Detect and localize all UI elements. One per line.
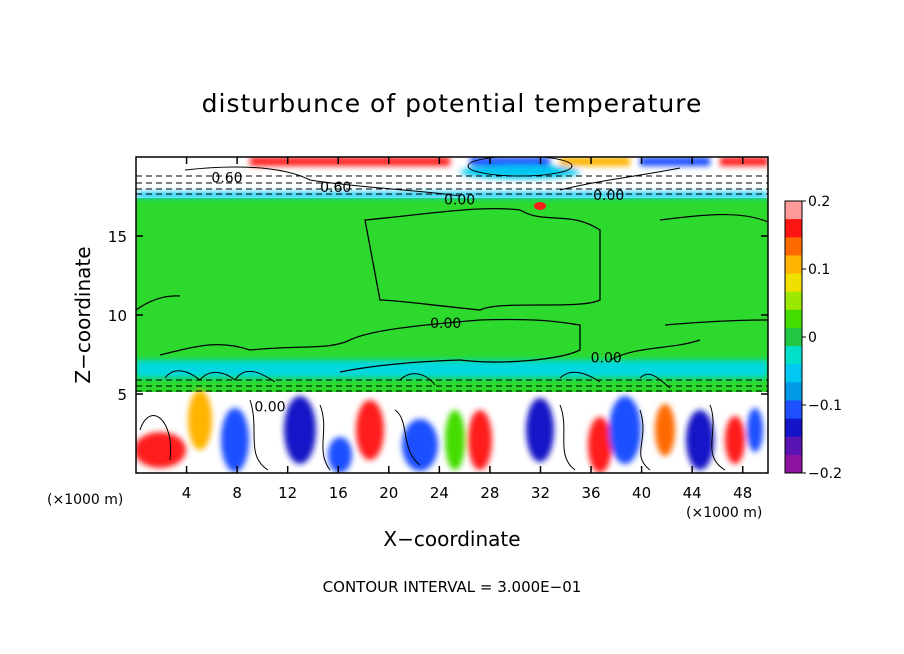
colorbar-swatch	[785, 327, 802, 347]
colorbar-swatch	[785, 418, 802, 438]
contour-label: 0.00	[430, 316, 461, 332]
colorbar-tick-label: 0.1	[808, 262, 830, 278]
colorbar-swatch	[785, 291, 802, 311]
colorbar-swatch	[785, 400, 802, 420]
colorbar-swatch	[785, 273, 802, 293]
x-tick-label: 8	[232, 484, 242, 502]
colorbar: 0.2 0.1 0 −0.1 −0.2	[784, 194, 842, 482]
colorbar-swatch	[785, 219, 802, 238]
colorbar-tick-label: −0.1	[808, 398, 842, 414]
lower-turbulence-layer	[136, 360, 768, 473]
x-tick-label: 48	[733, 484, 752, 502]
zero-contour-lower	[159, 318, 581, 373]
x-tick-label: 44	[683, 484, 702, 502]
contour-label: 0.00	[593, 188, 624, 204]
contour-label: 0.60	[320, 180, 351, 196]
y-axis-label: Z−coordinate	[71, 246, 95, 383]
colorbar-swatch	[785, 346, 802, 365]
contour-label: 0.00	[254, 400, 285, 416]
upper-stratosphere-layer	[136, 157, 768, 210]
y-tick-label: 5	[117, 386, 127, 404]
contour-label: 0.60	[211, 171, 242, 187]
plot-area	[136, 157, 768, 473]
x-tick-label: 36	[581, 484, 600, 502]
y-axis: 5 10 15	[108, 228, 768, 404]
right-contour	[609, 213, 768, 361]
x-tick-label: 16	[329, 484, 348, 502]
x-tick-label: 40	[632, 484, 651, 502]
colorbar-tick-label: −0.2	[808, 466, 842, 482]
x-tick-label: 20	[379, 484, 398, 502]
x-tick-label: 12	[278, 484, 297, 502]
zero-contour-upper	[364, 208, 601, 311]
colorbar-swatch	[785, 309, 802, 329]
colorbar-swatch	[785, 364, 802, 383]
colorbar-swatch	[785, 255, 802, 275]
x-tick-label: 24	[430, 484, 449, 502]
colorbar-swatch	[785, 237, 802, 256]
colorbar-tick-label: 0	[808, 330, 817, 346]
contour-label: 0.00	[591, 351, 622, 367]
x-axis-label: X−coordinate	[383, 527, 520, 551]
x-unit-right: (×1000 m)	[686, 505, 762, 521]
colorbar-swatch	[785, 382, 802, 401]
x-tick-label: 28	[480, 484, 499, 502]
x-unit-left: (×1000 m)	[47, 492, 123, 508]
chart-title: disturbunce of potential temperature	[202, 89, 703, 118]
y-tick-label: 15	[108, 228, 127, 246]
colorbar-swatch	[785, 201, 802, 220]
colorbar-swatch	[785, 454, 802, 474]
colorbar-swatch	[785, 436, 802, 456]
x-tick-label: 4	[182, 484, 192, 502]
x-tick-label: 32	[531, 484, 550, 502]
contour-label: 0.00	[444, 193, 475, 209]
x-axis: 4 8 12 16 20 24 28 32 36 40 44 48	[182, 157, 752, 502]
contour-labels: 0.60 0.60 0.00 0.00 0.00 0.00 0.00	[211, 171, 624, 416]
colorbar-tick-label: 0.2	[808, 194, 830, 210]
y-tick-label: 10	[108, 307, 127, 325]
contour-interval-footer: CONTOUR INTERVAL = 3.000E−01	[323, 578, 582, 596]
left-filament	[136, 295, 181, 311]
